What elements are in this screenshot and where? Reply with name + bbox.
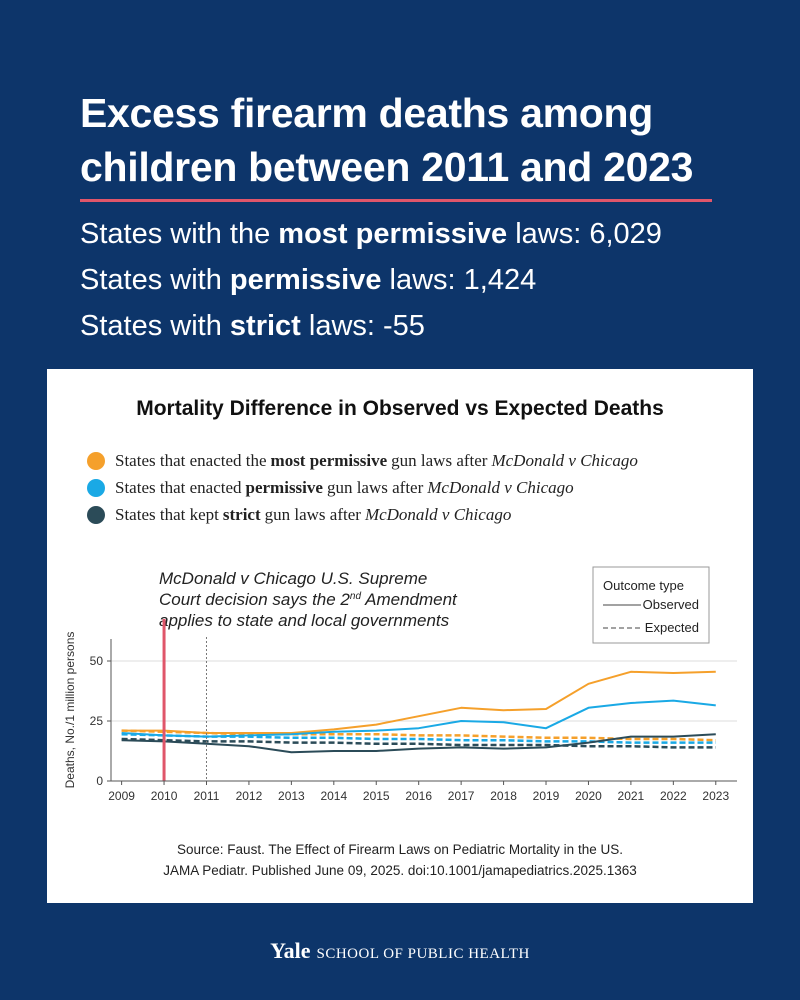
footer-brand: Yale: [270, 938, 311, 963]
legend-text: States that enacted the: [115, 451, 267, 470]
chart-title: Mortality Difference in Observed vs Expe…: [136, 397, 664, 420]
x-tick-label: 2013: [278, 789, 305, 803]
x-tick-label: 2020: [575, 789, 602, 803]
annotation-line-1: McDonald v Chicago U.S. Supreme: [159, 569, 427, 588]
x-tick-label: 2018: [490, 789, 517, 803]
chart-card: Mortality Difference in Observed vs Expe…: [47, 369, 753, 903]
stat-bold: strict: [229, 310, 301, 342]
y-tick-label: 50: [90, 654, 104, 668]
annotation-line-2: Court decision says the 2nd Amendment: [159, 590, 458, 609]
x-tick-label: 2011: [194, 789, 220, 803]
legend-bold: most permissive: [270, 451, 388, 470]
outcome-legend: Outcome type Observed Expected: [592, 566, 710, 644]
legend-bold: strict: [222, 505, 261, 524]
page-title: Excess firearm deaths among children bet…: [80, 90, 694, 190]
outcome-legend-title: Outcome type: [603, 578, 684, 593]
x-tick-label: 2021: [618, 789, 645, 803]
legend-dot-icon: [87, 479, 105, 497]
legend-italic: McDonald v Chicago: [364, 505, 512, 524]
y-axis-label: Deaths, No./1 million persons: [63, 632, 77, 789]
stat-suffix: laws: -55: [300, 310, 425, 342]
x-tick-label: 2017: [448, 789, 475, 803]
x-tick-label: 2023: [702, 789, 729, 803]
legend-text: States that enacted: [115, 478, 242, 497]
line-chart: McDonald v Chicago U.S. Supreme Court de…: [63, 566, 737, 803]
x-tick-label: 2009: [108, 789, 135, 803]
stat-prefix: States with the: [80, 218, 279, 250]
outcome-legend-expected: Expected: [645, 620, 699, 635]
legend-text: States that kept: [115, 505, 219, 524]
legend-dot-icon: [87, 506, 105, 524]
stat-bold: most permissive: [278, 218, 508, 250]
outcome-legend-observed: Observed: [643, 597, 699, 612]
legend-bold: permissive: [245, 478, 323, 497]
y-tick-label: 0: [96, 774, 103, 788]
legend-italic: McDonald v Chicago: [427, 478, 574, 497]
stat-prefix: States with: [80, 310, 230, 342]
x-tick-label: 2012: [236, 789, 263, 803]
series-line-permissive-observed: [121, 699, 716, 738]
series-line-most_permissive-observed: [121, 670, 716, 734]
legend-permissive: States that enacted permissive gun laws …: [87, 476, 574, 500]
legend-text: gun laws after: [391, 451, 488, 470]
legend-most-permissive: States that enacted the most permissive …: [87, 449, 638, 473]
stat-permissive: States with permissive laws: 1,424: [80, 262, 536, 298]
x-tick-label: 2022: [660, 789, 687, 803]
legend-dot-icon: [87, 452, 105, 470]
footer-school: SCHOOL OF PUBLIC HEALTH: [316, 946, 530, 962]
legend-text: gun laws after: [264, 505, 361, 524]
stat-suffix: laws: 1,424: [381, 264, 537, 296]
x-tick-label: 2016: [405, 789, 432, 803]
x-tick-label: 2014: [320, 789, 347, 803]
stat-bold: permissive: [229, 264, 382, 296]
stat-prefix: States with: [80, 264, 230, 296]
x-tick-label: 2015: [363, 789, 390, 803]
legend-italic: McDonald v Chicago: [491, 451, 638, 470]
source-note: Source: Faust. The Effect of Firearm Law…: [47, 839, 753, 881]
series-line-strict-expected: [121, 737, 716, 749]
source-line-1: Source: Faust. The Effect of Firearm Law…: [177, 842, 623, 857]
legend-text: gun laws after: [326, 478, 424, 497]
annotation-line-3: applies to state and local governments: [159, 611, 450, 630]
legend-strict: States that kept strict gun laws after M…: [87, 503, 511, 527]
source-line-2: JAMA Pediatr. Published June 09, 2025. d…: [163, 863, 637, 878]
series-line-strict-observed: [121, 733, 716, 754]
stat-strict: States with strict laws: -55: [80, 308, 425, 344]
x-tick-label: 2019: [533, 789, 560, 803]
y-tick-label: 25: [90, 714, 104, 728]
stat-suffix: laws: 6,029: [507, 218, 662, 250]
title-underline: [80, 199, 712, 202]
x-tick-label: 2010: [151, 789, 178, 803]
stat-most-permissive: States with the most permissive laws: 6,…: [80, 216, 662, 252]
footer: Yale SCHOOL OF PUBLIC HEALTH: [0, 938, 800, 964]
